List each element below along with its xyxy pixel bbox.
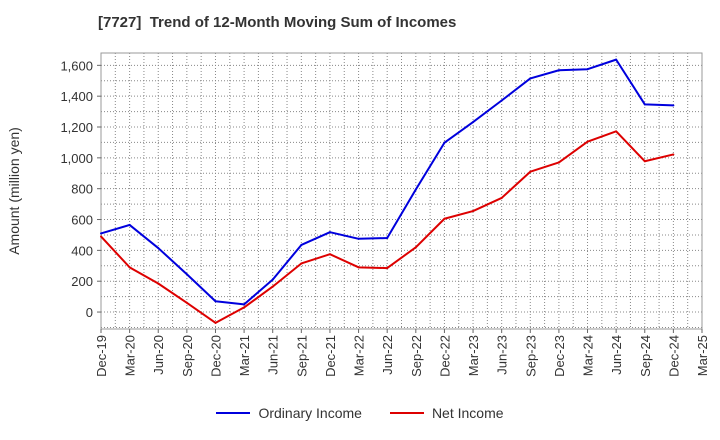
x-tick-label: Dec-24 (666, 335, 681, 377)
x-tick-label: Mar-20 (123, 335, 138, 376)
x-tick-label: Mar-23 (466, 335, 481, 376)
data-point-net-income (672, 153, 675, 156)
data-point-net-income (472, 210, 475, 213)
x-tick-label: Sep-23 (523, 335, 538, 377)
data-point-ordinary-income (672, 104, 675, 107)
x-tick-label: Dec-22 (437, 335, 452, 377)
y-axis-ticks: 0 200 400 600 800 1,000 1,200 1,400 1,600 (60, 58, 101, 320)
data-point-ordinary-income (443, 141, 446, 144)
data-point-ordinary-income (357, 237, 360, 240)
x-tick-label: Dec-21 (323, 335, 338, 377)
legend-swatch-net-income (389, 412, 424, 414)
data-point-ordinary-income (128, 223, 131, 226)
x-tick-label: Sep-24 (638, 335, 653, 377)
data-point-net-income (328, 253, 331, 256)
series-lines (100, 58, 675, 324)
y-tick-label: 1,400 (60, 89, 93, 104)
x-tick-label: Mar-21 (237, 335, 252, 376)
data-point-net-income (586, 140, 589, 143)
x-tick-label: Dec-20 (208, 335, 223, 377)
data-point-net-income (529, 170, 532, 173)
data-point-net-income (557, 161, 560, 164)
legend: Ordinary Income Net Income (0, 405, 720, 421)
data-point-net-income (643, 160, 646, 163)
data-point-net-income (300, 262, 303, 265)
x-tick-label: Jun-24 (609, 335, 624, 375)
y-tick-label: 200 (71, 274, 93, 289)
data-point-net-income (386, 267, 389, 270)
data-point-net-income (157, 282, 160, 285)
data-point-ordinary-income (214, 300, 217, 303)
data-point-ordinary-income (157, 247, 160, 250)
data-point-ordinary-income (328, 231, 331, 234)
data-point-ordinary-income (643, 103, 646, 106)
x-tick-label: Dec-23 (552, 335, 567, 377)
y-tick-label: 1,600 (60, 58, 93, 73)
data-point-ordinary-income (386, 237, 389, 240)
x-tick-label: Sep-21 (294, 335, 309, 377)
y-tick-label: 1,200 (60, 120, 93, 135)
data-point-net-income (414, 246, 417, 249)
y-tick-label: 1,000 (60, 151, 93, 166)
legend-label-ordinary-income: Ordinary Income (258, 405, 362, 421)
data-point-net-income (500, 196, 503, 199)
data-point-ordinary-income (414, 188, 417, 191)
data-point-net-income (100, 235, 102, 238)
chart-title: [7727] Trend of 12-Month Moving Sum of I… (98, 14, 457, 31)
data-point-ordinary-income (271, 278, 274, 281)
data-point-ordinary-income (586, 68, 589, 71)
x-tick-label: Jun-22 (380, 335, 395, 375)
data-point-ordinary-income (615, 58, 618, 61)
data-point-ordinary-income (243, 303, 246, 306)
data-point-ordinary-income (557, 69, 560, 72)
legend-swatch-ordinary-income (216, 412, 251, 414)
data-point-net-income (185, 301, 188, 304)
data-point-net-income (243, 306, 246, 309)
data-point-ordinary-income (500, 99, 503, 102)
data-point-ordinary-income (300, 243, 303, 246)
grid-lines (100, 53, 703, 329)
x-tick-label: Jun-21 (266, 335, 281, 375)
data-point-net-income (214, 321, 217, 324)
legend-label-net-income: Net Income (431, 405, 504, 421)
x-tick-label: Sep-20 (180, 335, 195, 377)
x-axis-ticks: Dec-19 Mar-20 Jun-20 Sep-20 Dec-20 Mar-21 Jun-… (94, 329, 710, 377)
data-point-net-income (357, 266, 360, 269)
y-tick-label: 0 (86, 305, 93, 320)
x-tick-label: Jun-20 (151, 335, 166, 375)
x-tick-label: Mar-25 (695, 335, 710, 376)
data-point-ordinary-income (100, 232, 102, 235)
y-tick-label: 600 (71, 213, 93, 228)
x-tick-label: Mar-24 (581, 335, 596, 376)
legend-item-net-income: Net Income (389, 405, 504, 421)
y-axis-label: Amount (million yen) (6, 127, 22, 255)
data-point-net-income (443, 217, 446, 220)
data-point-net-income (615, 130, 618, 133)
plot-area-frame (100, 52, 703, 330)
data-point-net-income (128, 266, 131, 269)
data-point-ordinary-income (185, 273, 188, 276)
legend-item-ordinary-income: Ordinary Income (216, 405, 362, 421)
x-tick-label: Mar-22 (352, 335, 367, 376)
y-tick-label: 400 (71, 243, 93, 258)
data-point-net-income (271, 285, 274, 288)
x-tick-label: Sep-22 (409, 335, 424, 377)
x-tick-label: Dec-19 (94, 335, 109, 377)
y-tick-label: 800 (71, 182, 93, 197)
x-tick-label: Jun-23 (495, 335, 510, 375)
data-point-ordinary-income (529, 77, 532, 80)
data-point-ordinary-income (472, 121, 475, 124)
